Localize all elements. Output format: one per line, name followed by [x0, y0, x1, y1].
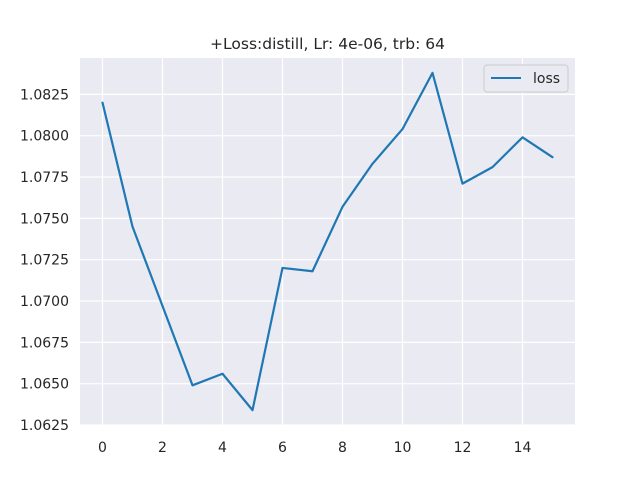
chart-title: +Loss:distill, Lr: 4e-06, trb: 64 [210, 35, 445, 53]
y-tick-label: 1.0725 [20, 253, 69, 269]
x-tick-label: 8 [338, 440, 347, 456]
legend-box [483, 64, 569, 93]
y-tick-label: 1.0750 [20, 211, 69, 227]
x-tick-label: 4 [218, 440, 227, 456]
x-tick-label: 2 [158, 440, 167, 456]
legend-label: loss [533, 71, 560, 87]
series-layer [101, 71, 554, 412]
x-tick-label: 12 [454, 440, 472, 456]
legend: loss [483, 64, 569, 93]
y-tick-label: 1.0625 [20, 418, 69, 434]
x-tick-label: 14 [514, 440, 532, 456]
x-tick-label: 0 [98, 440, 107, 456]
series-line-loss [101, 71, 554, 412]
y-gridlines [80, 93, 575, 426]
x-tick-label: 6 [278, 440, 287, 456]
y-tick-label: 1.0825 [20, 87, 69, 103]
y-tick-label: 1.0650 [20, 377, 69, 393]
y-tick-label: 1.0800 [20, 129, 69, 145]
y-tick-label: 1.0700 [20, 294, 69, 310]
x-gridlines [101, 58, 524, 425]
y-axis: 1.0625 1.0650 1.0675 1.0700 1.0725 1.0750 1.07… [20, 87, 69, 434]
y-tick-label: 1.0675 [20, 335, 69, 351]
x-axis: 0 2 4 6 8 10 12 14 [98, 440, 531, 456]
x-tick-label: 10 [394, 440, 412, 456]
y-tick-label: 1.0775 [20, 170, 69, 186]
